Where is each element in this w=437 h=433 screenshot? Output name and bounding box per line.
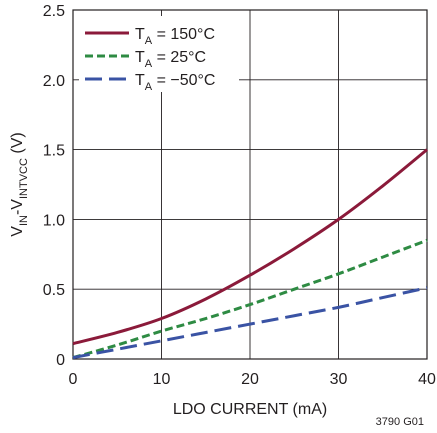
y-tick-label: 1.5 xyxy=(43,143,65,160)
legend-label-3: TA = −50°C xyxy=(135,72,215,93)
y-tick-label: 2.5 xyxy=(43,3,65,20)
y-tick-label: 0 xyxy=(56,352,65,369)
tick-labels: 0 10 20 30 40 0 0.5 1.0 1.5 2.0 2.5 xyxy=(43,3,436,388)
x-tick-label: 30 xyxy=(330,371,348,388)
y-tick-label: 0.5 xyxy=(43,282,65,299)
y-axis-label: VIN-VINTVCC (V) xyxy=(9,132,30,236)
x-tick-label: 20 xyxy=(241,371,259,388)
figure-id: 3790 G01 xyxy=(376,416,424,428)
y-tick-label: 1.0 xyxy=(43,212,65,229)
legend-label-1: TA = 150°C xyxy=(135,26,215,47)
series-group xyxy=(72,148,428,360)
x-tick-label: 40 xyxy=(418,371,436,388)
legend-background xyxy=(79,16,239,92)
plot-frame xyxy=(72,9,428,360)
x-axis-label: LDO CURRENT (mA) xyxy=(173,401,327,418)
series-line-3 xyxy=(72,286,428,360)
x-tick-label: 0 xyxy=(69,371,78,388)
y-tick-label: 2.0 xyxy=(43,73,65,90)
legend-label-2: TA = 25°C xyxy=(135,49,206,70)
x-tick-label: 10 xyxy=(153,371,171,388)
legend: TA = 150°CTA = 25°CTA = −50°C xyxy=(79,16,239,93)
series-line-2 xyxy=(72,238,428,360)
series-line-1 xyxy=(72,148,428,346)
